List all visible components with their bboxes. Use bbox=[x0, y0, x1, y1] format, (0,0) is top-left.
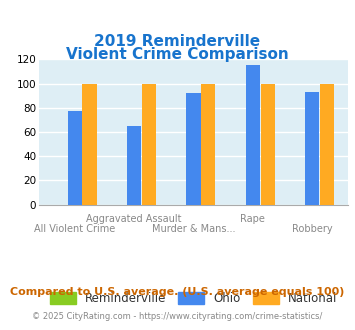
Bar bbox=[82, 83, 97, 205]
Text: Violent Crime Comparison: Violent Crime Comparison bbox=[66, 47, 289, 62]
Text: 2019 Reminderville: 2019 Reminderville bbox=[94, 34, 261, 49]
Text: Robbery: Robbery bbox=[292, 224, 333, 234]
Legend: Reminderville, Ohio, National: Reminderville, Ohio, National bbox=[44, 286, 343, 311]
Text: © 2025 CityRating.com - https://www.cityrating.com/crime-statistics/: © 2025 CityRating.com - https://www.city… bbox=[32, 312, 323, 321]
Text: Rape: Rape bbox=[240, 214, 265, 224]
Text: Murder & Mans...: Murder & Mans... bbox=[152, 224, 235, 234]
Bar bbox=[261, 83, 275, 205]
Bar bbox=[127, 126, 141, 205]
Text: Compared to U.S. average. (U.S. average equals 100): Compared to U.S. average. (U.S. average … bbox=[10, 287, 345, 297]
Bar bbox=[305, 92, 320, 205]
Bar bbox=[320, 83, 334, 205]
Bar bbox=[201, 83, 215, 205]
Text: All Violent Crime: All Violent Crime bbox=[34, 224, 115, 234]
Bar bbox=[246, 65, 260, 205]
Text: Aggravated Assault: Aggravated Assault bbox=[86, 214, 182, 224]
Bar bbox=[186, 93, 201, 205]
Bar bbox=[142, 83, 156, 205]
Bar bbox=[67, 112, 82, 205]
